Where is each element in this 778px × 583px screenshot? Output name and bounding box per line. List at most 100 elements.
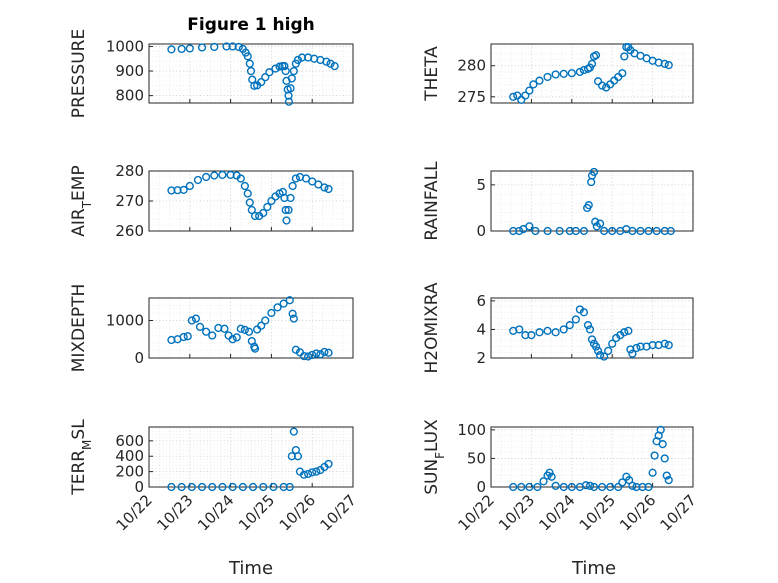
data-point [644, 482, 653, 492]
data-point [559, 325, 568, 334]
y-tick-label: 100 [457, 421, 486, 439]
data-point [513, 91, 522, 100]
data-point [312, 349, 321, 358]
data-point [648, 468, 657, 477]
data-point [650, 451, 659, 460]
data-point [521, 91, 530, 100]
data-point [587, 335, 597, 344]
data-point [243, 52, 252, 61]
data-point [652, 226, 661, 236]
x-tick-label: 10/25 [576, 491, 619, 534]
data-point [288, 181, 297, 191]
data-point [604, 346, 613, 355]
data-point [666, 226, 675, 236]
data-point [282, 216, 291, 225]
data-point [244, 327, 254, 336]
data-point [320, 183, 329, 192]
y-tick-label: 275 [457, 88, 486, 106]
data-point [245, 59, 254, 68]
data-point [322, 57, 331, 66]
data-point [183, 332, 192, 341]
y-axis-label: TERRMSL [69, 419, 94, 496]
data-point [644, 226, 653, 236]
data-point [177, 482, 186, 492]
y-tick-label: 280 [115, 162, 144, 180]
data-point [259, 208, 268, 218]
y-axis-label: PRESSURE [69, 29, 89, 118]
axes-frame [148, 297, 354, 359]
subplot-7: 0200400600TERRMSL10/2210/2310/2410/2510/… [69, 419, 360, 535]
axes-box [148, 43, 354, 104]
data-point [608, 339, 617, 348]
data-point [257, 78, 266, 87]
x-tick-label: 10/25 [235, 491, 278, 534]
data-point [589, 167, 599, 177]
data-point [585, 481, 595, 490]
y-axis-label: RAINFALL [422, 161, 442, 241]
data-point [167, 482, 176, 492]
data-point [293, 55, 303, 65]
data-point [193, 175, 203, 185]
data-point [515, 226, 524, 236]
axes-frame [490, 426, 694, 488]
data-point [581, 481, 591, 490]
data-point [597, 482, 607, 492]
data-point [660, 226, 669, 236]
data-point [579, 308, 589, 317]
data-point [191, 314, 201, 323]
y-tick-label: 270 [115, 192, 144, 210]
data-point [228, 335, 237, 344]
data-point [628, 349, 637, 358]
y-axis-label: AIRTEMP [69, 165, 94, 236]
data-point [177, 44, 186, 54]
data-point [167, 45, 176, 54]
x-tick-label: 10/24 [194, 491, 237, 534]
y-tick-label: 5 [476, 176, 486, 194]
data-point [600, 352, 609, 361]
data-point [238, 482, 247, 492]
figure-title: Figure 1 high [187, 15, 315, 35]
data-point [324, 184, 333, 194]
data-point [284, 205, 293, 215]
data-point [220, 324, 229, 333]
data-point [636, 342, 645, 351]
axes-frame [148, 170, 354, 232]
data-point [543, 226, 552, 236]
data-point [250, 211, 260, 221]
data-point [320, 347, 329, 357]
subplot-4: 0 5 RAINFALL [422, 161, 694, 241]
y-tick-label: 0 [134, 349, 144, 367]
y-tick-label: 1000 [106, 312, 144, 330]
data-point [632, 482, 641, 492]
data-point [316, 350, 325, 359]
data-point [555, 226, 564, 236]
data-point [509, 482, 518, 492]
x-tick-label: 10/22 [113, 491, 156, 534]
data-point [308, 350, 317, 360]
data-point [595, 219, 605, 228]
data-point [579, 226, 589, 236]
data-point [248, 482, 258, 492]
data-point [257, 321, 266, 330]
data-point [236, 324, 245, 333]
data-point [291, 345, 300, 354]
data-point [261, 73, 270, 82]
y-tick-label: 600 [115, 432, 144, 450]
data-point [247, 205, 256, 215]
data-point [517, 95, 526, 104]
data-point [240, 325, 249, 334]
data-point [618, 69, 627, 78]
y-tick-label: 1000 [106, 37, 144, 55]
data-point [565, 226, 574, 236]
y-tick-label: 0 [476, 222, 486, 240]
data-point [179, 185, 188, 195]
data-point [551, 481, 560, 490]
data-point [509, 226, 518, 236]
data-point [232, 333, 241, 342]
x-tick-label: 10/23 [495, 491, 538, 534]
data-point [533, 482, 542, 492]
x-tick-label: 10/23 [153, 491, 196, 534]
data-point [567, 482, 576, 492]
data-point [265, 68, 274, 77]
y-tick-label: 260 [115, 222, 144, 240]
